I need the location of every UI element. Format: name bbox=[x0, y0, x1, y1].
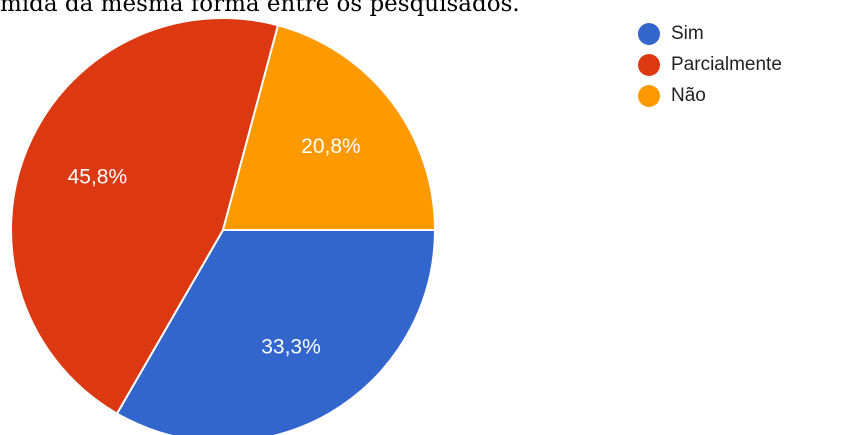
legend-item-parcialmente[interactable]: Parcialmente bbox=[638, 49, 782, 80]
legend-swatch-icon bbox=[638, 22, 660, 45]
legend-item-sim[interactable]: Sim bbox=[638, 18, 782, 49]
caption-text: mida da mesma forma entre os pesquisados… bbox=[0, 0, 520, 17]
slice-value-label: 33,3% bbox=[261, 335, 321, 358]
legend-label: Parcialmente bbox=[671, 53, 782, 75]
legend-label: Sim bbox=[671, 22, 704, 44]
legend-item-n-o[interactable]: Não bbox=[638, 80, 782, 111]
slice-value-label: 20,8% bbox=[301, 135, 361, 158]
legend-label: Não bbox=[671, 84, 706, 106]
pie-slice-parcialmente[interactable] bbox=[10, 17, 280, 415]
chart-legend: Sim Parcialmente Não bbox=[638, 18, 782, 111]
pie-slice-sim[interactable] bbox=[115, 229, 437, 435]
slice-value-label: 45,8% bbox=[68, 165, 128, 188]
legend-swatch-icon bbox=[638, 53, 660, 76]
pie-slice-n-o[interactable] bbox=[221, 24, 437, 231]
legend-swatch-icon bbox=[638, 84, 660, 107]
